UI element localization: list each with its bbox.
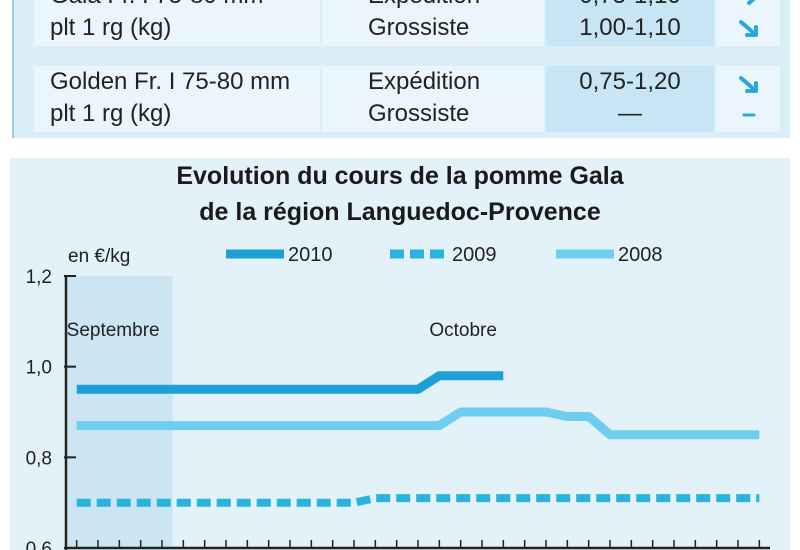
product-cell: Golden Fr. I 75-80 mm plt 1 rg (kg) — [34, 66, 320, 132]
dash-icon — [742, 113, 756, 117]
stage-cell: Expédition Grossiste — [322, 0, 544, 46]
series-line-2010 — [76, 371, 504, 394]
series-line-2009 — [76, 494, 760, 507]
y-axis-label: en €/kg — [68, 246, 130, 267]
y-tick-label: 0,8 — [26, 448, 52, 469]
price-grossiste: — — [618, 100, 642, 127]
price-cell: 0,75-1,20 — — [546, 66, 714, 132]
stage-expedition: Expédition — [368, 68, 481, 95]
trend-cell — [716, 0, 780, 46]
down-right-arrow-icon — [739, 20, 758, 37]
legend-label: 2010 — [288, 244, 333, 266]
y-tick-label: 0,6 — [26, 539, 52, 550]
y-tick-label: 1,0 — [26, 358, 52, 379]
chart-title: Evolution du cours de la pomme Gala — [176, 162, 624, 190]
product-name: Golden Fr. I 75-80 mm — [50, 68, 291, 95]
right-arrow-icon — [747, 0, 756, 5]
price-table: Gala Fr. I 75-80 mm plt 1 rg (kg) Expédi… — [12, 0, 790, 138]
price-cell: 0,75-1,10 1,00-1,10 — [546, 0, 714, 46]
price-expedition: 0,75-1,20 — [579, 68, 681, 95]
trend-cell — [716, 66, 780, 132]
price-expedition: 0,75-1,10 — [546, 0, 714, 10]
stage-grossiste: Grossiste — [368, 14, 470, 41]
stage-expedition: Expédition — [368, 0, 480, 10]
price-grossiste: 1,00-1,10 — [579, 14, 681, 41]
legend-label: 2009 — [452, 244, 497, 266]
table-row: Gala Fr. I 75-80 mm plt 1 rg (kg) Expédi… — [34, 0, 780, 46]
chart-subtitle: de la région Languedoc-Provence — [199, 198, 601, 226]
product-unit: plt 1 rg (kg) — [50, 100, 172, 127]
y-tick-label: 1,2 — [26, 267, 52, 288]
product-name: Gala Fr. I 75-80 mm — [50, 0, 263, 10]
down-right-arrow-icon — [739, 76, 758, 93]
product-cell: Gala Fr. I 75-80 mm plt 1 rg (kg) — [34, 0, 320, 46]
month-shade — [66, 276, 173, 548]
line-chart: 2010 2009 2008 1,2 1,0 0,8 0,6 Septembre Octobr… — [26, 244, 770, 550]
month-label: Octobre — [429, 320, 497, 341]
legend-label: 2008 — [618, 244, 663, 266]
chart-panel: 2010 2009 2008 1,2 1,0 0,8 0,6 Septembre Octobr… — [10, 158, 790, 550]
stage-cell: Expédition Grossiste — [322, 66, 544, 132]
table-row: Golden Fr. I 75-80 mm plt 1 rg (kg) Expé… — [34, 66, 780, 132]
series-line-2008 — [76, 407, 760, 440]
product-unit: plt 1 rg (kg) — [50, 14, 172, 41]
stage-grossiste: Grossiste — [368, 100, 470, 127]
month-label: Septembre — [67, 320, 160, 341]
